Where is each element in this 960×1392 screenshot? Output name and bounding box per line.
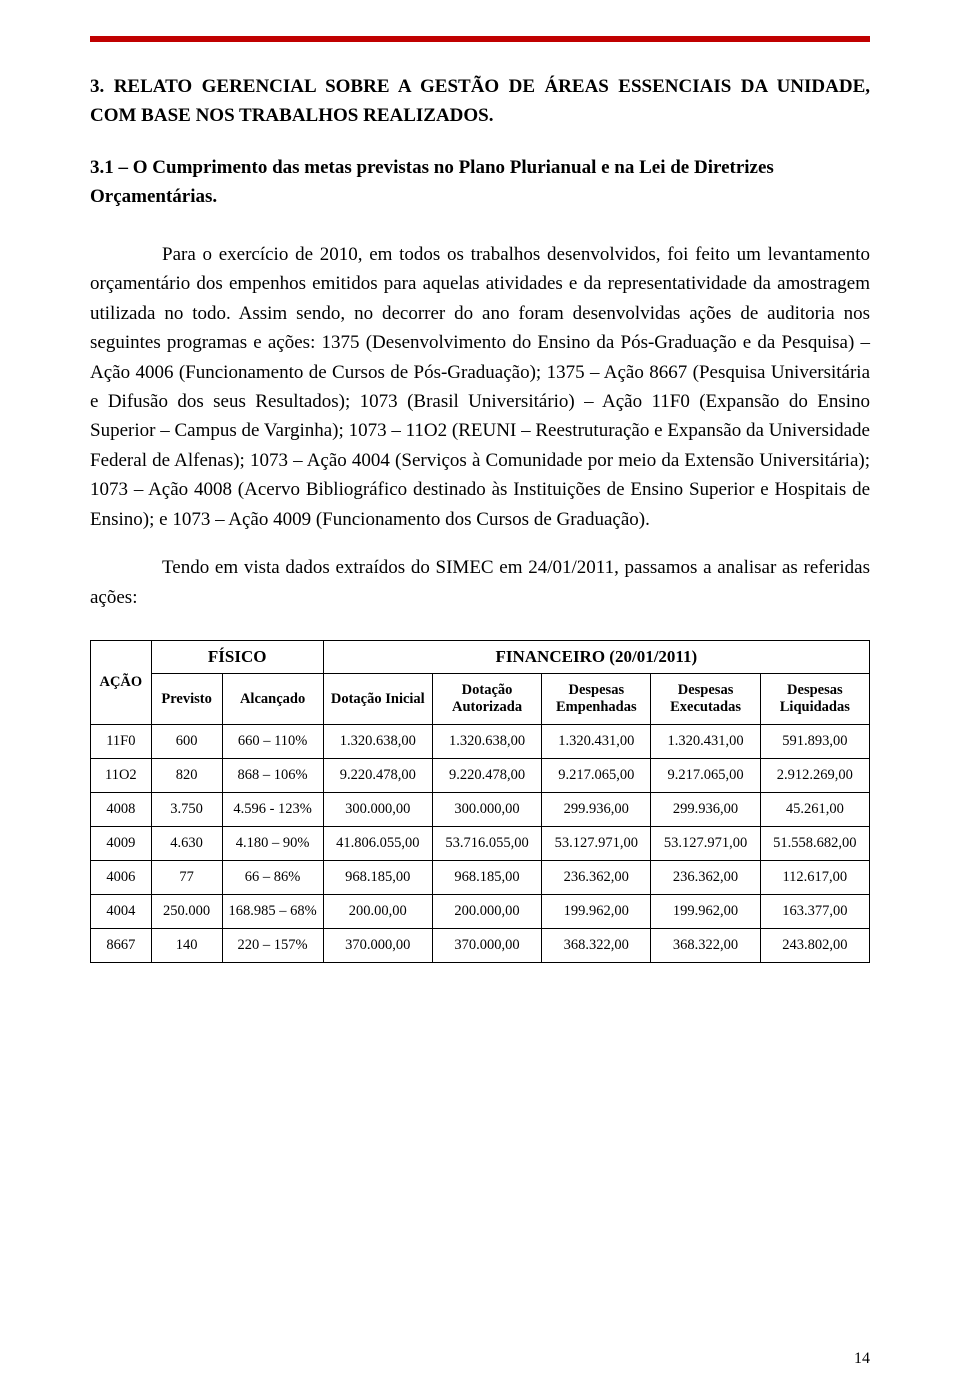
cell-previsto: 600	[151, 725, 222, 759]
cell-dl: 591.893,00	[760, 725, 869, 759]
cell-previsto: 4.630	[151, 827, 222, 861]
cell-alcancado: 4.596 - 123%	[222, 793, 323, 827]
cell-dx: 9.217.065,00	[651, 759, 760, 793]
cell-alcancado: 168.985 – 68%	[222, 895, 323, 929]
cell-alcancado: 66 – 86%	[222, 861, 323, 895]
col-dot-inicial: Dotação Inicial	[323, 674, 432, 725]
cell-de: 299.936,00	[542, 793, 651, 827]
page-number: 14	[854, 1350, 870, 1368]
cell-alcancado: 220 – 157%	[222, 929, 323, 963]
cell-da: 968.185,00	[432, 861, 541, 895]
cell-dl: 2.912.269,00	[760, 759, 869, 793]
cell-dl: 243.802,00	[760, 929, 869, 963]
table-row: 4004 250.000 168.985 – 68% 200.00,00 200…	[91, 895, 870, 929]
group-fisico: FÍSICO	[151, 641, 323, 674]
cell-alcancado: 660 – 110%	[222, 725, 323, 759]
cell-da: 53.716.055,00	[432, 827, 541, 861]
cell-acao: 11F0	[91, 725, 152, 759]
cell-di: 370.000,00	[323, 929, 432, 963]
cell-previsto: 3.750	[151, 793, 222, 827]
paragraph-1: Para o exercício de 2010, em todos os tr…	[90, 240, 870, 534]
budget-table: AÇÃO FÍSICO FINANCEIRO (20/01/2011) Prev…	[90, 640, 870, 963]
cell-acao: 4009	[91, 827, 152, 861]
cell-previsto: 250.000	[151, 895, 222, 929]
cell-dx: 299.936,00	[651, 793, 760, 827]
cell-dl: 51.558.682,00	[760, 827, 869, 861]
table-group-row: AÇÃO FÍSICO FINANCEIRO (20/01/2011)	[91, 641, 870, 674]
table-row: 8667 140 220 – 157% 370.000,00 370.000,0…	[91, 929, 870, 963]
cell-de: 199.962,00	[542, 895, 651, 929]
cell-acao: 4004	[91, 895, 152, 929]
col-dot-autorizada: Dotação Autorizada	[432, 674, 541, 725]
table-row: 11O2 820 868 – 106% 9.220.478,00 9.220.4…	[91, 759, 870, 793]
top-accent-bar	[90, 36, 870, 42]
cell-previsto: 820	[151, 759, 222, 793]
cell-de: 1.320.431,00	[542, 725, 651, 759]
cell-previsto: 140	[151, 929, 222, 963]
cell-da: 370.000,00	[432, 929, 541, 963]
table-row: 4006 77 66 – 86% 968.185,00 968.185,00 2…	[91, 861, 870, 895]
col-desp-executadas: Despesas Executadas	[651, 674, 760, 725]
cell-alcancado: 4.180 – 90%	[222, 827, 323, 861]
cell-de: 236.362,00	[542, 861, 651, 895]
cell-da: 9.220.478,00	[432, 759, 541, 793]
table-body: 11F0 600 660 – 110% 1.320.638,00 1.320.6…	[91, 725, 870, 963]
cell-dl: 112.617,00	[760, 861, 869, 895]
cell-da: 200.000,00	[432, 895, 541, 929]
cell-acao: 4006	[91, 861, 152, 895]
col-previsto: Previsto	[151, 674, 222, 725]
cell-dx: 368.322,00	[651, 929, 760, 963]
cell-de: 53.127.971,00	[542, 827, 651, 861]
cell-acao: 8667	[91, 929, 152, 963]
section-heading: 3. RELATO GERENCIAL SOBRE A GESTÃO DE ÁR…	[90, 72, 870, 131]
table-row: 4008 3.750 4.596 - 123% 300.000,00 300.0…	[91, 793, 870, 827]
cell-di: 968.185,00	[323, 861, 432, 895]
cell-da: 300.000,00	[432, 793, 541, 827]
cell-acao: 11O2	[91, 759, 152, 793]
cell-acao: 4008	[91, 793, 152, 827]
cell-dl: 163.377,00	[760, 895, 869, 929]
col-alcancado: Alcançado	[222, 674, 323, 725]
cell-dx: 1.320.431,00	[651, 725, 760, 759]
cell-alcancado: 868 – 106%	[222, 759, 323, 793]
table-row: 4009 4.630 4.180 – 90% 41.806.055,00 53.…	[91, 827, 870, 861]
cell-da: 1.320.638,00	[432, 725, 541, 759]
cell-de: 368.322,00	[542, 929, 651, 963]
document-page: 3. RELATO GERENCIAL SOBRE A GESTÃO DE ÁR…	[0, 0, 960, 1392]
cell-dl: 45.261,00	[760, 793, 869, 827]
table-row: 11F0 600 660 – 110% 1.320.638,00 1.320.6…	[91, 725, 870, 759]
cell-di: 1.320.638,00	[323, 725, 432, 759]
cell-di: 9.220.478,00	[323, 759, 432, 793]
cell-dx: 53.127.971,00	[651, 827, 760, 861]
subsection-heading: 3.1 – O Cumprimento das metas previstas …	[90, 153, 870, 212]
table-head: AÇÃO FÍSICO FINANCEIRO (20/01/2011) Prev…	[91, 641, 870, 725]
col-desp-liquidadas: Despesas Liquidadas	[760, 674, 869, 725]
cell-dx: 199.962,00	[651, 895, 760, 929]
cell-dx: 236.362,00	[651, 861, 760, 895]
cell-di: 41.806.055,00	[323, 827, 432, 861]
col-acao: AÇÃO	[91, 641, 152, 725]
cell-di: 200.00,00	[323, 895, 432, 929]
table-header-row: Previsto Alcançado Dotação Inicial Dotaç…	[91, 674, 870, 725]
cell-di: 300.000,00	[323, 793, 432, 827]
cell-previsto: 77	[151, 861, 222, 895]
paragraph-2: Tendo em vista dados extraídos do SIMEC …	[90, 553, 870, 612]
cell-de: 9.217.065,00	[542, 759, 651, 793]
col-desp-empenhadas: Despesas Empenhadas	[542, 674, 651, 725]
group-financeiro: FINANCEIRO (20/01/2011)	[323, 641, 869, 674]
